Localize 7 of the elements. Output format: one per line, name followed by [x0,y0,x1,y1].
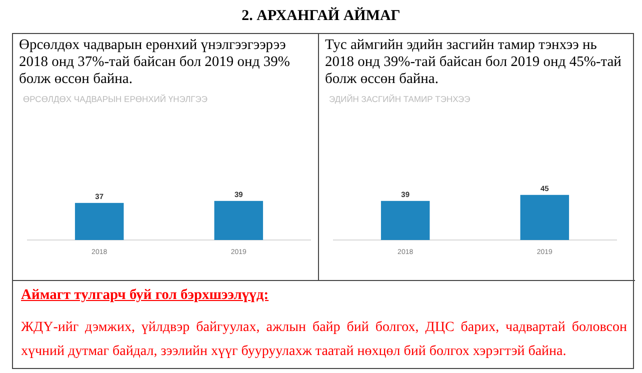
text: ЖДҮ-ийг дэмжих, үйлдвэр байгуулах, ажлын байр бий болгох, ДЦС барих, чадвартай боловсон хүчний дутмаг байдал, зээлийн хүүг бууруулахж таатай нөхцөл бий болгох хэрэгтэй байна. [21,319,627,361]
chart-title: ЭДИЙН ЗАСГИЙН ТАМИР ТЭНХЭЭ [329,94,470,104]
chart-subtitle: Тус аймгийн эдийн засгийн тамир тэнхээ нь 2018 онд 39%-тай байсан бол 2019 онд 45%-тай болж өссөн байна. [325,37,622,88]
chart-title: ӨРСӨЛДӨХ ЧАДВАРЫН ЕРӨНХИЙ ҮНЭЛГЭЭ [23,94,208,104]
chart-subtitle: Өрсөлдөх чадварын ерөнхий үнэлгээгээрээ 2018 онд 37%-тай байсан бол 2019 онд 39% болж өссөн байна. [19,37,291,88]
text: Аймагт тулгарч буй гол бэрхшээлүүд: [21,287,270,304]
text: 2. АРХАНГАЙ АЙМАГ [240,8,402,25]
